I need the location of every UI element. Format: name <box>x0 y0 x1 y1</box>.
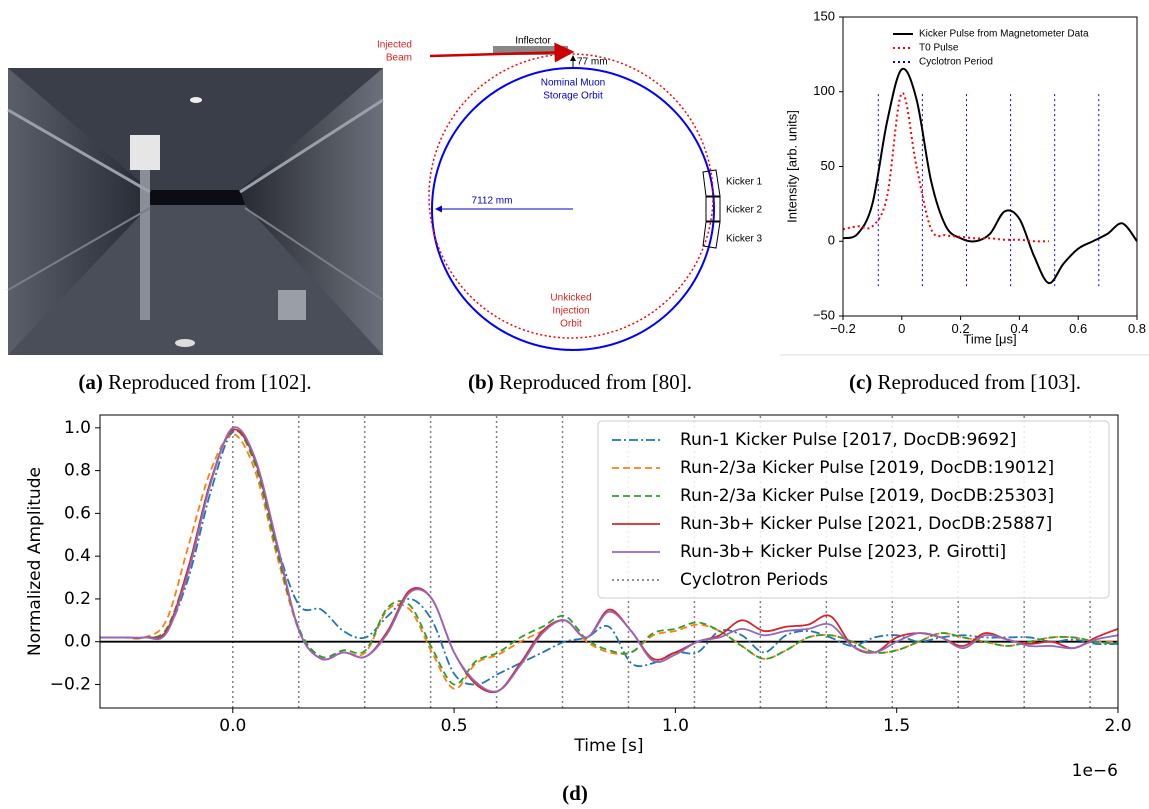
label: Injection <box>552 306 589 317</box>
y-axis-label: Intensity [arb. units] <box>784 110 799 223</box>
axis-offset: 1e−6 <box>1072 761 1118 781</box>
label: Unkicked <box>550 293 591 304</box>
legend-label: Kicker Pulse from Magnetometer Data <box>919 29 1089 40</box>
y-tick-label: 0.8 <box>64 461 91 481</box>
label: Kicker 2 <box>726 205 763 216</box>
x-tick-label: 0.5 <box>441 716 468 736</box>
caption: (a) Reproduced from [102]. <box>78 370 311 394</box>
label: Beam <box>386 53 412 64</box>
label: 7112 mm <box>472 196 513 207</box>
caption-text: Reproduced from [80]. <box>499 370 692 394</box>
y-tick-label: 0.6 <box>64 503 91 523</box>
label: 77 mm <box>577 57 608 68</box>
label: Storage Orbit <box>543 91 603 102</box>
plot-frame <box>99 414 1119 709</box>
legend-label: Cyclotron Period <box>919 57 993 68</box>
y-tick-label: 0.0 <box>64 632 91 652</box>
legend-label: Run-2/3a Kicker Pulse [2019, DocDB:25303… <box>680 486 1054 506</box>
x-tick-label: 1.5 <box>883 716 910 736</box>
y-tick-label: 150 <box>813 8 835 23</box>
label: Injected <box>377 40 412 51</box>
x-tick-label: 0.4 <box>1010 321 1028 336</box>
y-axis-label: Normalized Amplitude <box>25 467 45 656</box>
label: Inflector <box>515 36 551 47</box>
x-axis-label: Time [μs] <box>963 331 1016 346</box>
series-line <box>843 67 1137 285</box>
x-tick-label: 0 <box>898 321 905 336</box>
legend-label: Run-2/3a Kicker Pulse [2019, DocDB:19012… <box>680 458 1054 478</box>
caption: (b) Reproduced from [80]. <box>468 370 692 394</box>
x-tick-label: 0.2 <box>952 321 970 336</box>
caption-label: (d) <box>562 781 588 805</box>
x-axis-label: Time [s] <box>573 736 643 756</box>
x-tick-label: 1.0 <box>662 716 689 736</box>
y-tick-label: 0.2 <box>64 589 91 609</box>
caption-label: (c) <box>849 370 872 394</box>
chart: −0.2 0 0.2 0.4 0.6 0.8 −50 0 50 100 150 Time [μs] In… <box>784 8 1146 346</box>
legend-label: Run-3b+ Kicker Pulse [2021, DocDB:25887] <box>680 514 1052 534</box>
ring-diagram: Injected Beam Inflector 77 mm Nominal Mu… <box>377 36 763 351</box>
y-tick-label: 0.4 <box>64 546 91 566</box>
legend-label: Run-1 Kicker Pulse [2017, DocDB:9692] <box>680 430 1016 450</box>
caption-text: Reproduced from [103]. <box>878 370 1082 394</box>
series-line <box>100 426 1118 693</box>
label: Orbit <box>560 319 582 330</box>
legend-box <box>597 420 1110 599</box>
series-line <box>100 428 1118 686</box>
caption-label: (b) <box>468 370 494 394</box>
x-tick-label: 0.6 <box>1069 321 1087 336</box>
label: Kicker 1 <box>726 177 763 188</box>
caption-label: (a) <box>78 370 103 394</box>
x-tick-label: 0.0 <box>219 716 246 736</box>
chart: 0.0 0.5 1.0 1.5 2.0 −0.2 0.0 0.2 0.4 0.6 0.8 1.0 Tim… <box>25 414 1132 781</box>
legend-label: T0 Pulse <box>919 43 959 54</box>
caption: (c) Reproduced from [103]. <box>849 370 1081 394</box>
caption-text: Reproduced from [102]. <box>108 370 312 394</box>
y-tick-label: 50 <box>821 158 835 173</box>
legend-label: Cyclotron Periods <box>680 570 828 590</box>
y-tick-label: 100 <box>813 83 835 98</box>
y-tick-label: −0.2 <box>50 674 91 694</box>
x-tick-label: 0.8 <box>1128 321 1146 336</box>
y-tick-label: 0 <box>828 233 835 248</box>
x-tick-label: 2.0 <box>1104 716 1131 736</box>
label: Nominal Muon <box>541 78 605 89</box>
label: Kicker 3 <box>726 234 763 245</box>
y-tick-label: 1.0 <box>64 418 91 438</box>
legend-label: Run-3b+ Kicker Pulse [2023, P. Girotti] <box>680 542 1006 562</box>
series-line <box>843 92 1049 243</box>
y-tick-label: −50 <box>813 307 835 322</box>
x-tick-label: −0.2 <box>830 321 856 336</box>
photo <box>7 68 384 355</box>
